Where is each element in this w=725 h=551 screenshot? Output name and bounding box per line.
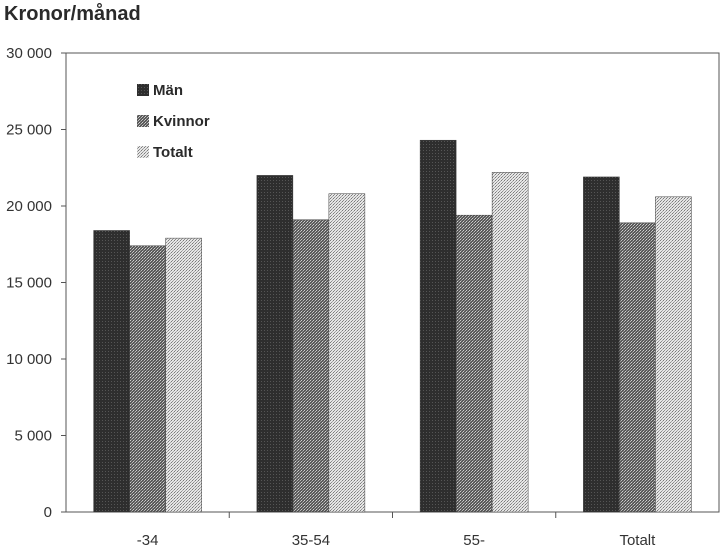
chart-title: Kronor/månad: [4, 2, 141, 25]
y-tick-label: 5 000: [14, 428, 52, 445]
y-tick-label: 0: [44, 504, 52, 521]
legend-label: Totalt: [153, 144, 193, 161]
y-tick-label: 10 000: [6, 351, 52, 368]
bar-totalt-2: [491, 172, 529, 513]
x-tick-label: Totalt: [619, 532, 656, 549]
x-tick-label: -34: [137, 532, 159, 549]
x-tick-label: 55-: [463, 532, 485, 549]
legend-swatch: [137, 84, 149, 96]
bar-totalt-0: [165, 237, 202, 513]
legend-swatch: [137, 146, 149, 158]
bar-män-2: [419, 139, 457, 513]
y-tick-label: 30 000: [6, 45, 52, 62]
legend-label: Kvinnor: [153, 113, 210, 130]
x-axis: -34 35-54 55- Totalt: [137, 512, 656, 549]
bar-män-0: [93, 230, 130, 513]
y-tick-label: 20 000: [6, 198, 52, 215]
y-axis: 0 5 000 10 000 15 000 20 000 25 000 30 000: [6, 45, 66, 521]
bar-kvinnor-3: [619, 222, 656, 513]
legend: Män Kvinnor Totalt: [137, 82, 210, 161]
bars: [93, 139, 692, 513]
bar-totalt-1: [328, 193, 366, 513]
bar-kvinnor-1: [292, 219, 330, 513]
bar-män-3: [583, 176, 620, 513]
bar-kvinnor-0: [129, 245, 166, 513]
x-tick-label: 35-54: [292, 532, 330, 549]
legend-swatch: [137, 115, 149, 127]
bar-män-1: [256, 175, 294, 513]
bar-kvinnor-2: [455, 214, 493, 513]
y-tick-label: 15 000: [6, 275, 52, 292]
y-tick-label: 25 000: [6, 122, 52, 139]
bar-totalt-3: [655, 196, 692, 513]
legend-label: Män: [153, 82, 183, 99]
